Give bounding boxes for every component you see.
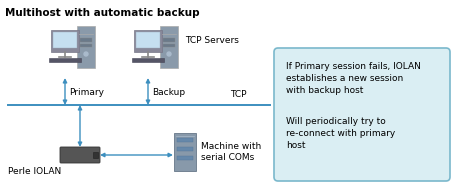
FancyBboxPatch shape xyxy=(77,26,95,68)
Text: TCP Servers: TCP Servers xyxy=(185,36,239,45)
Circle shape xyxy=(167,52,171,56)
FancyBboxPatch shape xyxy=(177,147,193,151)
Circle shape xyxy=(84,52,88,56)
FancyBboxPatch shape xyxy=(80,44,92,47)
Text: Primary: Primary xyxy=(69,88,104,96)
FancyBboxPatch shape xyxy=(177,138,193,142)
Text: Backup: Backup xyxy=(152,88,185,96)
FancyBboxPatch shape xyxy=(163,44,175,47)
FancyBboxPatch shape xyxy=(177,156,193,160)
Text: Machine with
serial COMs: Machine with serial COMs xyxy=(201,142,261,162)
Text: TCP: TCP xyxy=(230,90,246,99)
FancyBboxPatch shape xyxy=(134,30,162,52)
Text: Perle IOLAN: Perle IOLAN xyxy=(8,167,61,176)
FancyBboxPatch shape xyxy=(132,58,164,62)
Text: Will periodically try to
re-connect with primary
host: Will periodically try to re-connect with… xyxy=(286,117,395,150)
FancyBboxPatch shape xyxy=(136,32,160,48)
Text: If Primary session fails, IOLAN
establishes a new session
with backup host: If Primary session fails, IOLAN establis… xyxy=(286,62,421,95)
Text: Multihost with automatic backup: Multihost with automatic backup xyxy=(5,8,200,18)
FancyBboxPatch shape xyxy=(51,30,79,52)
FancyBboxPatch shape xyxy=(274,48,450,181)
FancyBboxPatch shape xyxy=(160,26,178,68)
FancyBboxPatch shape xyxy=(93,152,98,158)
FancyBboxPatch shape xyxy=(163,38,175,42)
FancyBboxPatch shape xyxy=(174,133,196,171)
FancyBboxPatch shape xyxy=(53,32,77,48)
FancyBboxPatch shape xyxy=(49,58,81,62)
FancyBboxPatch shape xyxy=(60,147,100,163)
FancyBboxPatch shape xyxy=(80,38,92,42)
